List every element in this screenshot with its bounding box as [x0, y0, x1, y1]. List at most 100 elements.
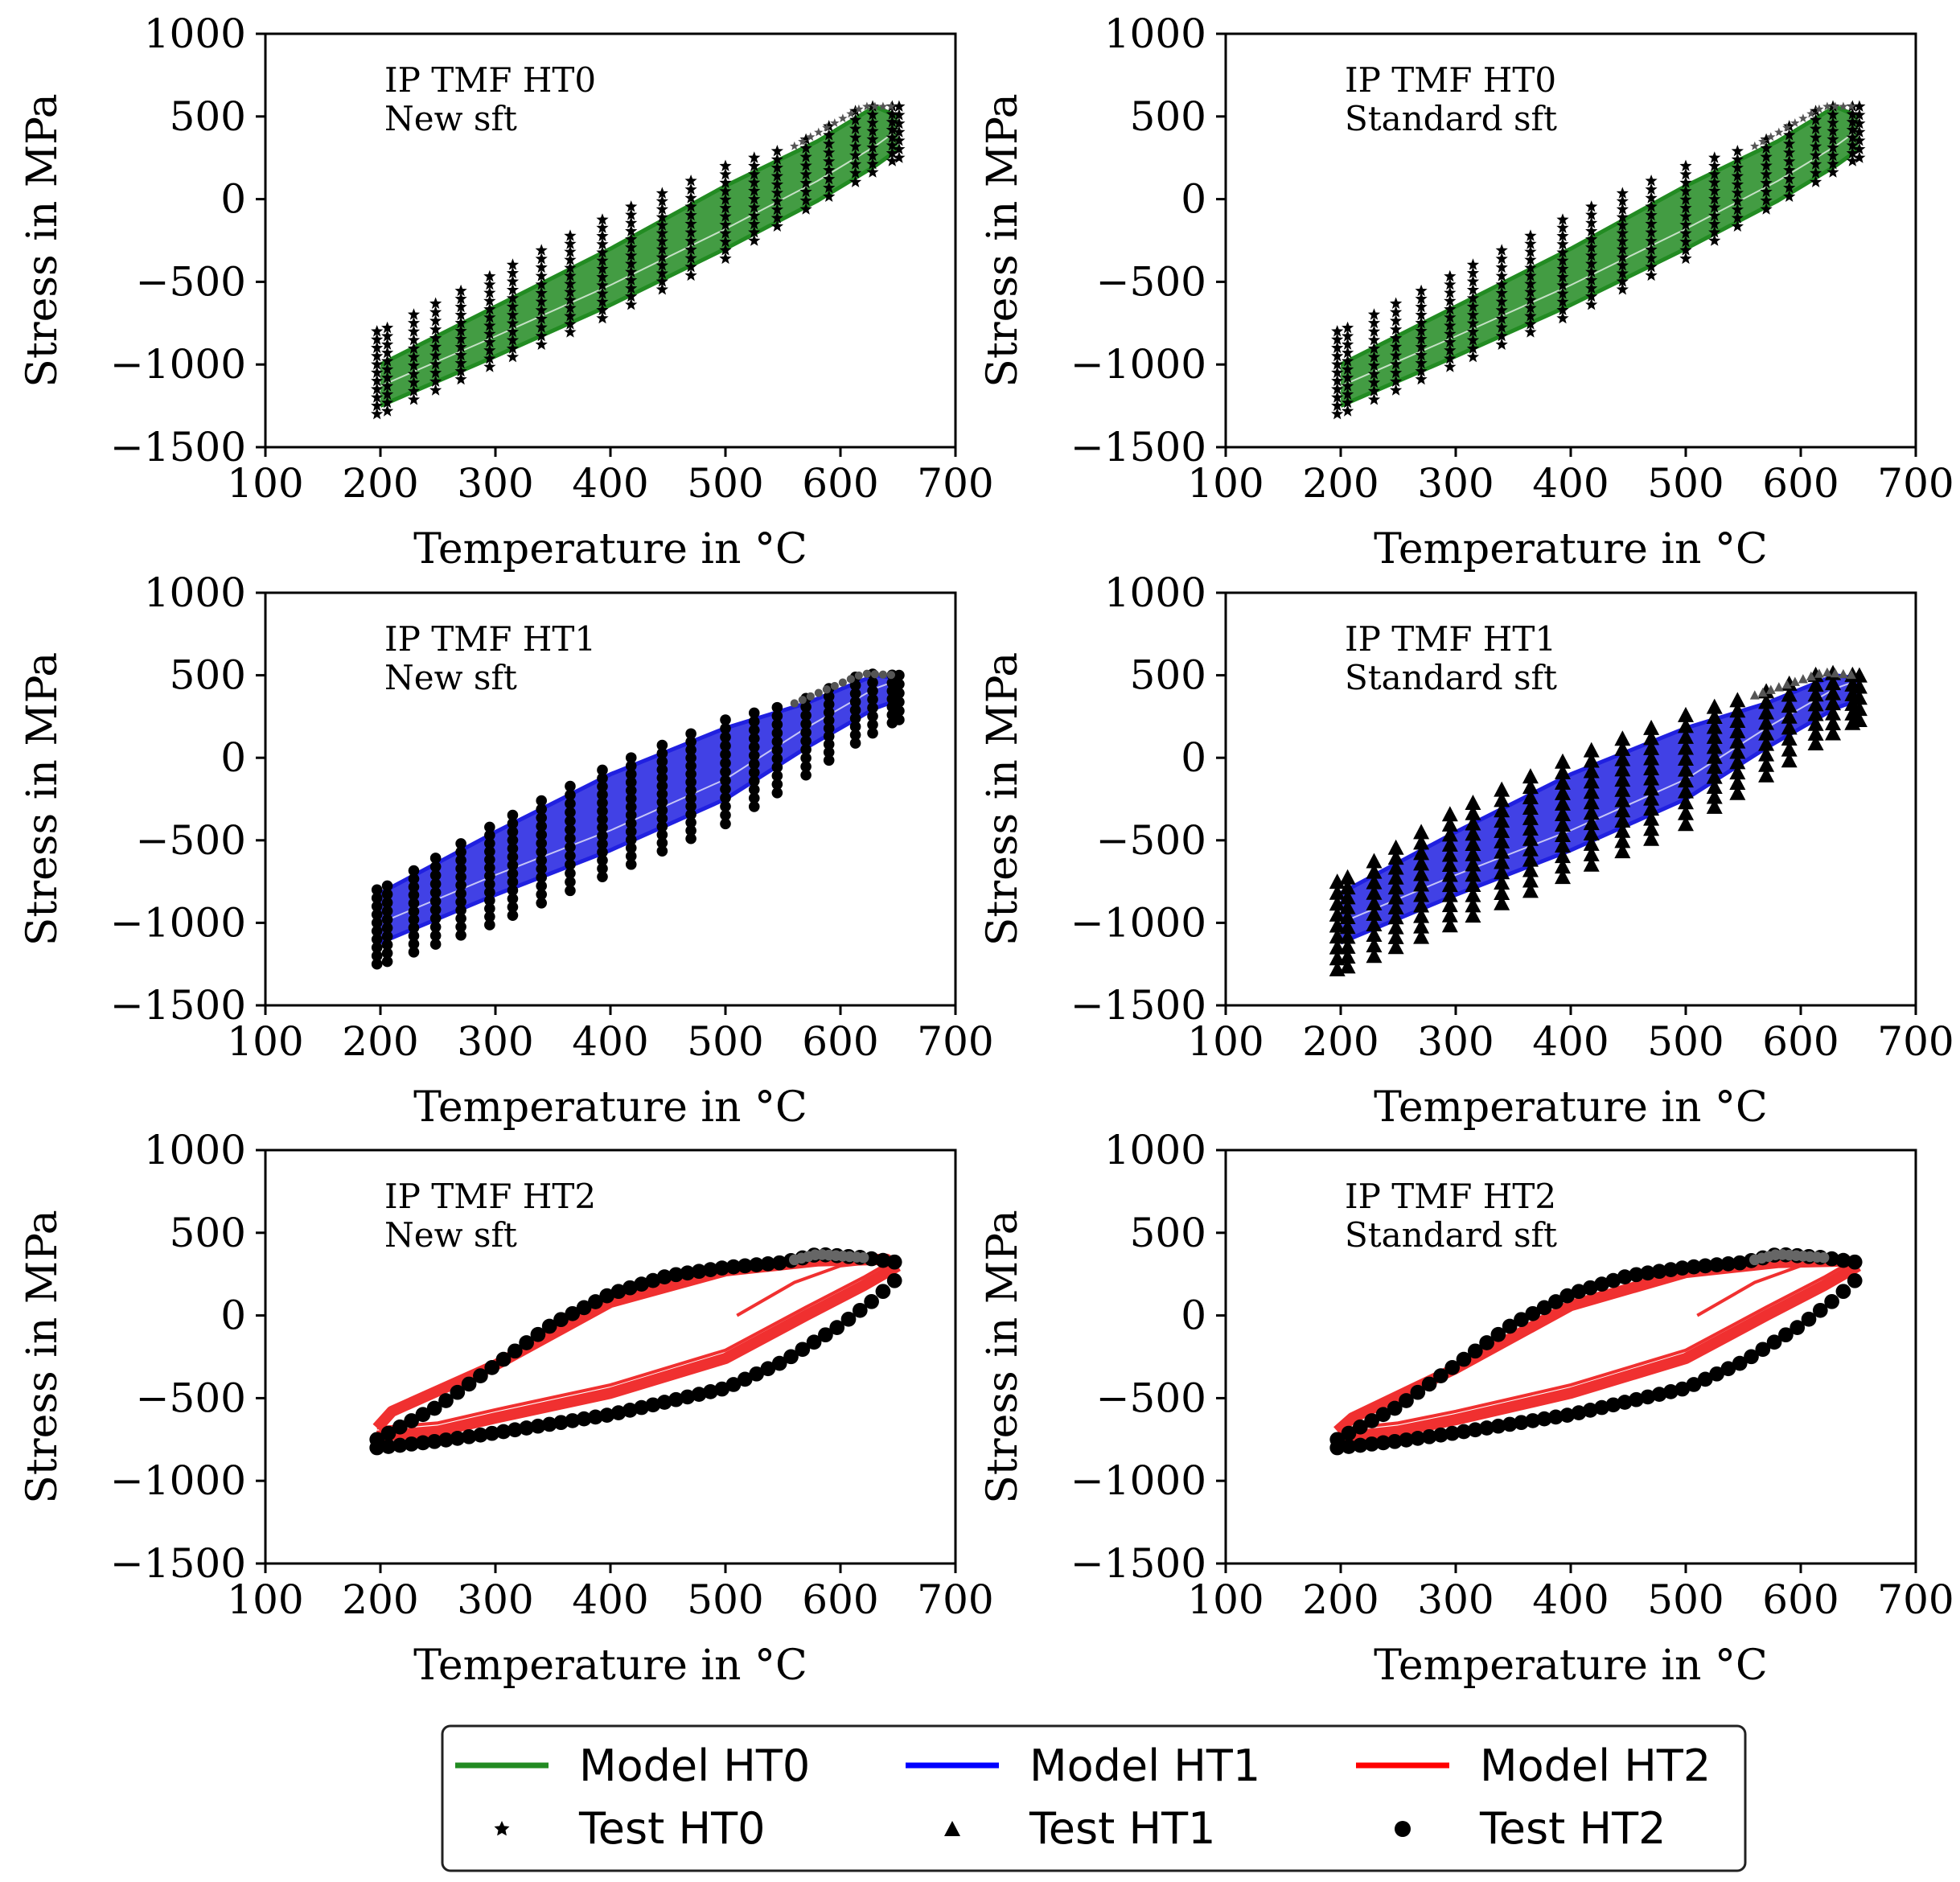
test-point [381, 922, 393, 934]
y-tick-label: −500 [136, 258, 246, 305]
test-point [1729, 774, 1746, 790]
test-point [1643, 719, 1660, 735]
test-point [369, 1440, 385, 1456]
test-point [1825, 705, 1842, 721]
test-point [645, 1272, 661, 1288]
test-point [1679, 244, 1692, 256]
test-point [1679, 210, 1692, 222]
test-point [790, 141, 799, 150]
test-point [1760, 159, 1773, 171]
test-point [1556, 254, 1569, 266]
test-point [748, 151, 761, 163]
test-point [893, 117, 906, 129]
test-point [893, 151, 906, 163]
test-point [506, 308, 520, 321]
test-point [1339, 898, 1356, 914]
test-point [1678, 750, 1694, 766]
test-point [1342, 330, 1354, 342]
test-point [535, 261, 548, 273]
test-point [1329, 906, 1346, 922]
test-point [1790, 118, 1800, 127]
test-point [1466, 300, 1480, 312]
test-point [1824, 1293, 1839, 1309]
y-tick-label: −1500 [1070, 424, 1206, 470]
test-point [685, 832, 696, 844]
test-point [454, 316, 467, 329]
test-point [1731, 186, 1744, 199]
y-tick-label: 0 [1181, 1292, 1206, 1339]
test-point [1329, 884, 1346, 900]
test-point [1720, 1361, 1736, 1377]
test-point [438, 1432, 454, 1448]
test-point [1844, 705, 1861, 721]
test-point [1678, 794, 1694, 810]
test-point [849, 166, 862, 179]
x-tick-label: 200 [1302, 1018, 1379, 1065]
test-point [1708, 217, 1721, 230]
test-point [748, 801, 760, 812]
panel-annotation: Standard sft [1345, 1215, 1557, 1255]
x-tick-label: 100 [1187, 1018, 1264, 1065]
test-point [1441, 917, 1458, 933]
test-point [484, 919, 495, 931]
test-point [553, 1415, 569, 1431]
test-point [1831, 101, 1840, 111]
y-tick-label: 500 [1130, 1210, 1206, 1256]
test-point [1548, 1409, 1563, 1425]
test-point [866, 133, 879, 145]
test-point [1554, 763, 1571, 779]
y-tick-label: −500 [136, 1375, 246, 1421]
test-point [1651, 1387, 1667, 1402]
test-point [484, 1425, 500, 1441]
test-point [1444, 310, 1457, 323]
test-point [371, 391, 384, 403]
test-point [564, 229, 577, 241]
x-tick-label: 600 [1762, 1576, 1839, 1623]
test-point [1390, 340, 1403, 352]
test-point [1846, 123, 1859, 135]
test-point [1789, 1320, 1806, 1335]
test-point [484, 862, 495, 873]
test-point [1494, 843, 1510, 859]
test-point [519, 1335, 534, 1350]
legend-label-test-ht0: Test HT0 [578, 1803, 765, 1854]
test-point [634, 1276, 649, 1292]
y-tick-label: −1500 [1070, 982, 1206, 1029]
test-point [770, 203, 783, 216]
test-point [846, 675, 855, 684]
test-point [748, 234, 761, 246]
test-point [1467, 1422, 1483, 1438]
test-point [625, 809, 637, 821]
test-point [1585, 208, 1598, 220]
test-point [790, 699, 799, 708]
test-point [536, 812, 547, 824]
test-point [1548, 1294, 1563, 1309]
test-point [507, 843, 519, 854]
test-point [1826, 141, 1839, 154]
test-point [668, 1267, 684, 1283]
test-point [1494, 822, 1510, 838]
test-point [1525, 1413, 1541, 1428]
test-point [484, 878, 495, 890]
test-point [407, 316, 421, 329]
test-point [849, 131, 862, 143]
test-point [1783, 163, 1796, 176]
test-point [392, 1437, 408, 1453]
test-point [655, 211, 668, 223]
test-point [875, 1252, 891, 1268]
test-point [822, 685, 831, 694]
test-point [886, 101, 896, 111]
test-point [1559, 1288, 1576, 1304]
test-point [720, 818, 731, 830]
test-series [1329, 1247, 1863, 1456]
test-point [1818, 1251, 1830, 1264]
test-point [684, 234, 697, 247]
test-point [1490, 1418, 1506, 1434]
x-tick-label: 600 [802, 460, 878, 507]
test-point [1616, 275, 1629, 287]
x-tick-label: 300 [457, 460, 533, 507]
test-point [1495, 303, 1508, 316]
test-point [668, 1391, 684, 1407]
y-tick-label: 0 [220, 1292, 246, 1339]
panel-annotation: IP TMF HT0 [1345, 60, 1556, 100]
